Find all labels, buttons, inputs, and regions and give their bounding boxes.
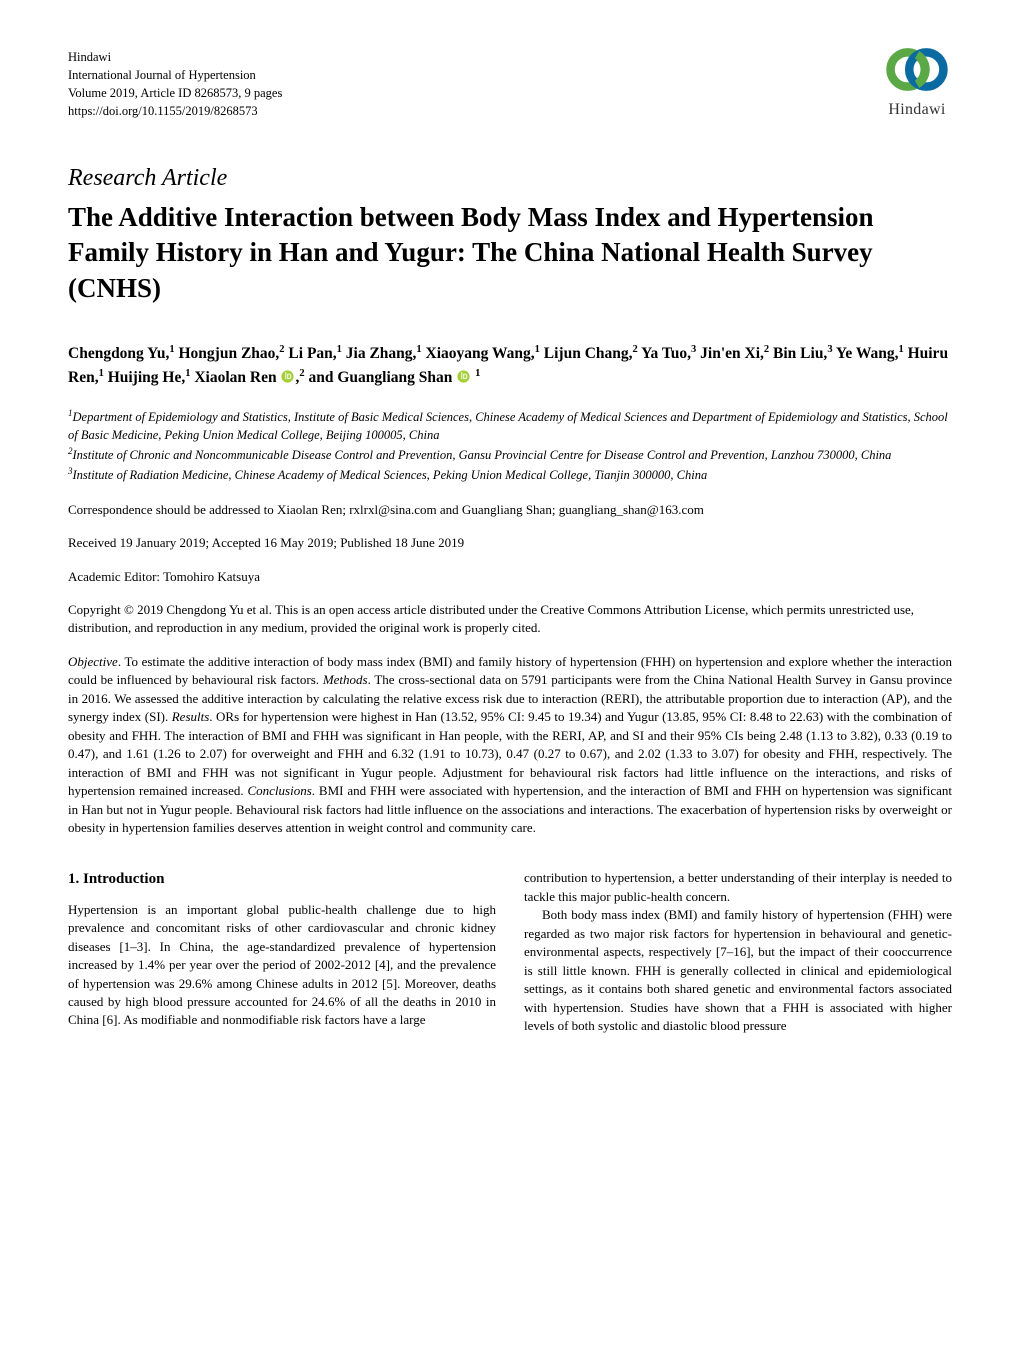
- publisher-name: Hindawi: [68, 48, 282, 66]
- volume-line: Volume 2019, Article ID 8268573, 9 pages: [68, 84, 282, 102]
- column-right: contribution to hypertension, a better u…: [524, 869, 952, 1035]
- logo-text: Hindawi: [888, 101, 945, 119]
- header-row: Hindawi International Journal of Hyperte…: [68, 48, 952, 121]
- doi-line: https://doi.org/10.1155/2019/8268573: [68, 102, 282, 120]
- article-dates: Received 19 January 2019; Accepted 16 Ma…: [68, 534, 952, 552]
- author-list: Chengdong Yu,1 Hongjun Zhao,2 Li Pan,1 J…: [68, 342, 952, 389]
- column-left: 1. Introduction Hypertension is an impor…: [68, 869, 496, 1035]
- journal-info: Hindawi International Journal of Hyperte…: [68, 48, 282, 121]
- correspondence: Correspondence should be addressed to Xi…: [68, 501, 952, 519]
- intro-para-2: Both body mass index (BMI) and family hi…: [524, 906, 952, 1035]
- publisher-logo: Hindawi: [882, 42, 952, 119]
- body-columns: 1. Introduction Hypertension is an impor…: [68, 869, 952, 1035]
- abstract-conclusions-label: Conclusions: [247, 783, 311, 798]
- intro-para-1-cont: contribution to hypertension, a better u…: [524, 869, 952, 906]
- copyright-notice: Copyright © 2019 Chengdong Yu et al. Thi…: [68, 601, 952, 638]
- affiliations: 1Department of Epidemiology and Statisti…: [68, 407, 952, 484]
- article-type: Research Article: [68, 165, 952, 192]
- journal-name: International Journal of Hypertension: [68, 66, 282, 84]
- section-heading-introduction: 1. Introduction: [68, 869, 496, 890]
- intro-para-1: Hypertension is an important global publ…: [68, 901, 496, 1030]
- hindawi-logo-icon: [882, 42, 952, 97]
- article-title: The Additive Interaction between Body Ma…: [68, 200, 952, 307]
- abstract-methods-label: Methods: [323, 672, 368, 687]
- academic-editor: Academic Editor: Tomohiro Katsuya: [68, 568, 952, 586]
- abstract-results-label: Results: [172, 709, 210, 724]
- abstract: Objective. To estimate the additive inte…: [68, 653, 952, 838]
- page-container: Hindawi International Journal of Hyperte…: [0, 0, 1020, 1084]
- abstract-objective-label: Objective: [68, 654, 118, 669]
